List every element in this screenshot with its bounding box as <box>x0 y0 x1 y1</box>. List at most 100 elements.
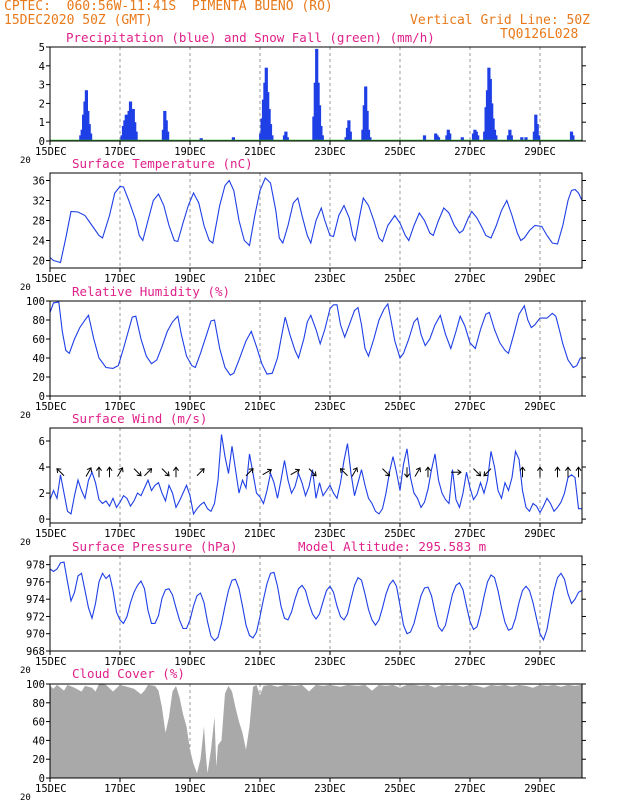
wind-direction-arrow <box>161 468 170 477</box>
precip-bar <box>422 135 427 141</box>
x-tick-label: 17DEC <box>104 528 136 540</box>
y-tick-label: 1 <box>39 117 45 129</box>
precip-bar <box>368 137 372 141</box>
x-tick-label: 23DEC <box>314 146 346 158</box>
y-tick-label: 100 <box>26 679 45 691</box>
precip-panel <box>46 46 586 145</box>
wind-direction-arrow <box>196 468 205 477</box>
x-tick-label: 19DEC <box>174 146 206 158</box>
x-tick-label: 21DEC <box>244 273 276 285</box>
precip-bar <box>199 138 203 141</box>
x-tick-label: 23DEC <box>314 273 346 285</box>
wind-direction-arrow <box>308 468 317 477</box>
wind-direction-arrow <box>536 466 544 478</box>
x-tick-label: 15DEC <box>35 783 67 795</box>
precip-bar <box>284 131 288 141</box>
x-tick-label: 29DEC <box>524 656 556 668</box>
precip-frame <box>49 46 583 142</box>
y-tick-label: 28 <box>32 216 45 228</box>
wind-direction-arrow <box>56 468 65 477</box>
x-tick-label: 21DEC <box>244 783 276 795</box>
temp-title: Surface Temperature (nC) <box>72 156 253 171</box>
x-tick-label: 25DEC <box>384 146 416 158</box>
precip-bar <box>535 124 539 141</box>
y-tick-label: 20 <box>32 256 45 268</box>
temp-series-line <box>49 177 583 264</box>
y-tick-label: 60 <box>32 717 45 729</box>
x-tick-label: 21DEC <box>244 146 276 158</box>
y-tick-label: 0 <box>39 514 45 526</box>
x-tick-label: 17DEC <box>104 401 136 413</box>
x-tick-label: 25DEC <box>384 528 416 540</box>
wind-direction-arrow <box>106 466 113 478</box>
precip-bar <box>319 125 323 141</box>
precip-bar <box>348 131 352 141</box>
y-tick-label: 4 <box>39 61 45 73</box>
y-tick-label: 4 <box>39 462 45 474</box>
x-tick-label: 15DEC <box>35 273 67 285</box>
wind-title: Surface Wind (m/s) <box>72 411 208 426</box>
cloud-frame <box>49 683 583 779</box>
y-tick-label: 970 <box>26 629 45 641</box>
precip-bar <box>270 135 274 141</box>
x-year-label: 20 <box>20 411 31 421</box>
precip-bar <box>231 137 235 141</box>
wind-direction-arrow <box>262 468 273 476</box>
y-tick-label: 40 <box>32 353 45 365</box>
x-tick-label: 19DEC <box>174 273 206 285</box>
x-tick-label: 17DEC <box>104 273 136 285</box>
precip-bar <box>520 137 524 141</box>
precip-bar <box>164 120 168 141</box>
x-tick-label: 29DEC <box>524 783 556 795</box>
y-tick-label: 976 <box>26 577 45 589</box>
precip-bar <box>320 135 324 141</box>
x-tick-label: 27DEC <box>454 528 486 540</box>
model-altitude: Model Altitude: 295.583 m <box>298 539 487 554</box>
wind-direction-arrow <box>473 468 482 477</box>
precip-bar <box>436 137 441 141</box>
wind-frame <box>49 427 583 524</box>
x-tick-label: 19DEC <box>174 528 206 540</box>
x-tick-label: 25DEC <box>384 783 416 795</box>
precip-bar <box>524 137 528 141</box>
y-tick-label: 80 <box>32 315 45 327</box>
x-tick-label: 15DEC <box>35 656 67 668</box>
precip-bar <box>571 135 575 141</box>
x-tick-label: 17DEC <box>104 783 136 795</box>
wind-direction-arrow <box>85 467 92 477</box>
cloud-title: Cloud Cover (%) <box>72 666 185 681</box>
pressure-panel <box>46 555 586 655</box>
wind-direction-arrow <box>351 467 358 477</box>
x-tick-label: 17DEC <box>104 146 136 158</box>
wind-direction-arrow <box>414 467 421 477</box>
x-tick-label: 21DEC <box>244 656 276 668</box>
y-tick-label: 978 <box>26 560 45 572</box>
rh-title: Relative Humidity (%) <box>72 284 231 299</box>
wind-direction-arrow <box>451 469 462 476</box>
wind-direction-arrow <box>144 468 153 477</box>
wind-direction-arrow <box>133 468 142 477</box>
pressure-series-line <box>49 561 583 642</box>
precip-bar <box>285 137 289 141</box>
x-tick-label: 25DEC <box>384 401 416 413</box>
x-tick-label: 21DEC <box>244 528 276 540</box>
wind-direction-arrow <box>290 468 301 476</box>
y-tick-label: 36 <box>32 176 45 188</box>
rh-series-line <box>49 301 582 376</box>
y-tick-label: 20 <box>32 754 45 766</box>
y-tick-label: 6 <box>39 436 45 448</box>
x-tick-label: 23DEC <box>314 528 346 540</box>
x-tick-label: 19DEC <box>174 783 206 795</box>
x-tick-label: 19DEC <box>174 656 206 668</box>
y-tick-label: 0 <box>39 391 45 403</box>
pressure-title: Surface Pressure (hPa) <box>72 539 238 554</box>
precip-bar <box>366 129 371 141</box>
precip-bar <box>87 124 91 141</box>
precip-bar <box>448 133 452 141</box>
rh-frame <box>49 300 583 397</box>
precip-bar <box>317 105 322 141</box>
x-tick-label: 15DEC <box>35 146 67 158</box>
wind-direction-arrow <box>483 468 492 477</box>
x-year-label: 20 <box>20 283 31 293</box>
